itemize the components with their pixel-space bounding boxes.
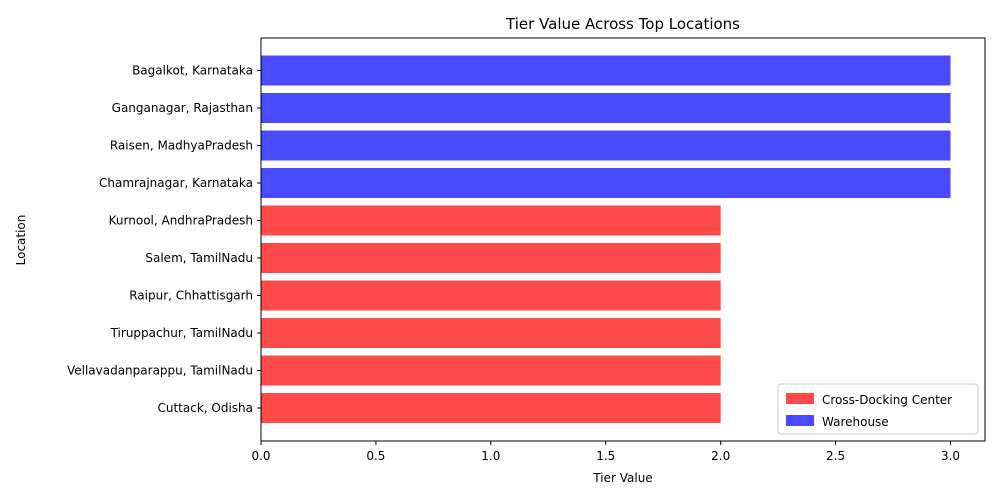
legend-label-warehouse: Warehouse: [822, 415, 889, 429]
bar: [261, 55, 951, 86]
plot-frame: [260, 37, 986, 442]
bar: [261, 318, 721, 348]
y-tick-group: Bagalkot, Karnataka Ganganagar, Rajasthan…: [67, 64, 261, 415]
legend-box: [777, 383, 979, 435]
legend-swatch-cross-docking: [786, 393, 814, 404]
x-tick-label: 0.5: [366, 449, 385, 463]
y-tick-label: Raipur, Chhattisgarh: [129, 289, 253, 303]
bar: [261, 243, 721, 273]
y-tick-label: Ganganagar, Rajasthan: [112, 101, 253, 115]
y-tick-label: Vellavadanparappu, TamilNadu: [67, 364, 253, 378]
y-tick-label: Chamrajnagar, Karnataka: [99, 176, 253, 190]
bar: [261, 393, 721, 423]
x-tick-group: 0.0 0.5 1.0 1.5 2.0 2.5 3.0: [251, 441, 960, 463]
bar: [261, 93, 951, 123]
bar: [261, 168, 951, 198]
y-tick-label: Raisen, MadhyaPradesh: [110, 139, 253, 153]
y-tick-label: Tiruppachur, TamilNadu: [110, 326, 253, 340]
legend-swatch-warehouse: [786, 415, 814, 426]
x-tick-label: 3.0: [941, 449, 960, 463]
y-axis-label: Location: [14, 215, 28, 266]
legend-label-cross-docking: Cross-Docking Center: [822, 393, 952, 407]
x-tick-label: 1.5: [596, 449, 615, 463]
x-tick-label: 2.5: [826, 449, 845, 463]
bar: [261, 205, 721, 236]
y-tick-label: Kurnool, AndhraPradesh: [109, 214, 253, 228]
x-axis-label: Tier Value: [592, 471, 652, 485]
x-tick-label: 2.0: [711, 449, 730, 463]
legend: Cross-Docking Center Warehouse: [777, 383, 979, 435]
bars-group: [261, 55, 951, 423]
bar: [261, 355, 721, 386]
y-tick-label: Bagalkot, Karnataka: [132, 64, 253, 78]
y-tick-label: Cuttack, Odisha: [157, 401, 253, 415]
bar: [261, 280, 721, 311]
x-tick-label: 1.0: [481, 449, 500, 463]
bar: [261, 130, 951, 161]
y-tick-label: Salem, TamilNadu: [145, 251, 253, 265]
x-tick-label: 0.0: [251, 449, 270, 463]
chart-title: Tier Value Across Top Locations: [505, 15, 740, 33]
